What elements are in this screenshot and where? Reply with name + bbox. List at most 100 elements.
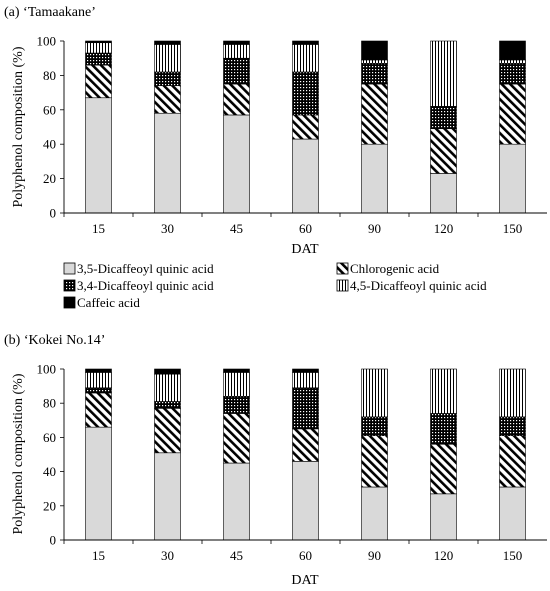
panel-a-bar-35-dcqa-45 — [223, 114, 250, 214]
panel-b-bar-34-dcqa-30 — [154, 401, 181, 409]
panel-a-bar-34-dcqa-150 — [499, 63, 526, 85]
panel-b-bar-34-dcqa-90 — [361, 416, 388, 436]
legend-item-34-dcqa: 3,4-Dicaffeoyl quinic acid — [63, 278, 214, 293]
panel-a-bar-34-dcqa-30 — [154, 71, 181, 87]
panel-a-bar-chlorogenic-150 — [499, 83, 526, 145]
panel-a-bar-34-dcqa-15 — [85, 52, 112, 66]
panel-a-x-axis-label: DAT — [291, 242, 319, 257]
panel-a-y-tick-label: 20 — [43, 171, 56, 186]
panel-a-x-tick-label: 30 — [161, 221, 174, 236]
panel-a-bar-caffeic-30 — [154, 40, 181, 45]
panel-a-bar-35-dcqa-15 — [85, 97, 112, 214]
panel-a-bar-34-dcqa-90 — [361, 63, 388, 85]
panel-b-bar-chlorogenic-30 — [154, 408, 181, 454]
panel-a-bar-caffeic-45 — [223, 40, 250, 45]
legend-item-caffeic: Caffeic acid — [63, 295, 140, 310]
panel-a-bar-35-dcqa-120 — [430, 173, 457, 214]
legend: 3,5-Dicaffeoyl quinic acid Chlorogenic a… — [63, 261, 487, 310]
panel-b-bar-caffeic-60 — [292, 368, 319, 373]
panel-b-x-tick-label: 150 — [503, 548, 523, 563]
panel-b-bar-35-dcqa-90 — [361, 486, 388, 541]
panel-a-title: (a) ‘Tamaakane’ — [4, 5, 96, 20]
panel-a-y-axis-label: Polyphenol composition (%) — [11, 46, 26, 207]
panel-a-x-tick-label: 45 — [230, 221, 243, 236]
panel-b-y-tick-label: 60 — [43, 430, 56, 445]
panel-a-bar-34-dcqa-45 — [223, 57, 250, 85]
panel-b-bar-45-dcqa-45 — [223, 372, 250, 397]
panel-b-x-tick-label: 120 — [434, 548, 454, 563]
panel-b-bar-chlorogenic-120 — [430, 443, 457, 495]
panel-b-y-axis-label: Polyphenol composition (%) — [11, 373, 26, 534]
panel-b-bar-45-dcqa-60 — [292, 372, 319, 389]
legend-item-chlorogenic: Chlorogenic acid — [336, 261, 440, 276]
panel-b-title: (b) ‘Kokei No.14’ — [4, 333, 105, 348]
panel-a-y-tick-label: 0 — [50, 206, 57, 221]
panel-a-bar-45-dcqa-45 — [223, 44, 250, 59]
panel-b-bar-35-dcqa-60 — [292, 461, 319, 541]
panel-b-bar-34-dcqa-15 — [85, 387, 112, 394]
panel-a-bar-caffeic-150 — [499, 40, 526, 61]
legend-label-chlorogenic: Chlorogenic acid — [350, 261, 440, 276]
panel-a-bar-35-dcqa-90 — [361, 143, 388, 214]
panel-b-bar-chlorogenic-150 — [499, 435, 526, 488]
panel-a-bar-45-dcqa-90 — [361, 59, 388, 64]
panel-a-bar-caffeic-60 — [292, 40, 319, 45]
panel-a-y-tick-label: 100 — [37, 34, 57, 49]
panel-a-bar-34-dcqa-60 — [292, 71, 319, 116]
panel-a-bar-caffeic-15 — [85, 40, 112, 44]
panel-b-bar-caffeic-45 — [223, 368, 250, 373]
panel-b-bar-chlorogenic-60 — [292, 428, 319, 462]
legend-label-35-dcqa: 3,5-Dicaffeoyl quinic acid — [77, 261, 214, 276]
panel-b-bar-35-dcqa-150 — [499, 486, 526, 541]
panel-b-bar-35-dcqa-120 — [430, 493, 457, 541]
panel-b-x-tick-label: 15 — [92, 548, 105, 563]
legend-label-caffeic: Caffeic acid — [77, 295, 140, 310]
panel-a-plot: 15 30 45 60 90 120 150 0 20 40 60 80 100 — [37, 34, 547, 236]
panel-a-bar-chlorogenic-60 — [292, 114, 319, 140]
panel-b-plot: 15 30 45 60 90 120 150 0 20 40 60 80 100 — [37, 362, 547, 563]
panel-a-y-tick-label: 60 — [43, 102, 56, 117]
panel-a-bar-35-dcqa-150 — [499, 143, 526, 214]
panel-a-x-tick-label: 60 — [299, 221, 312, 236]
panel-a-bar-chlorogenic-15 — [85, 64, 112, 99]
panel-a-bar-chlorogenic-90 — [361, 83, 388, 145]
panel-b-bar-45-dcqa-90 — [361, 368, 388, 418]
panel-a-bar-chlorogenic-30 — [154, 85, 181, 114]
panel-b-x-tick-label: 45 — [230, 548, 243, 563]
panel-a-bar-35-dcqa-60 — [292, 138, 319, 214]
panel-b-bar-35-dcqa-15 — [85, 426, 112, 541]
panel-b-bar-caffeic-15 — [85, 368, 112, 373]
panel-b-bar-caffeic-30 — [154, 368, 181, 375]
panel-b-bar-34-dcqa-60 — [292, 387, 319, 430]
panel-b-y-tick-label: 80 — [43, 396, 56, 411]
panel-b-x-tick-label: 90 — [368, 548, 381, 563]
panel-b-y-tick-label: 100 — [37, 362, 57, 377]
legend-item-35-dcqa: 3,5-Dicaffeoyl quinic acid — [63, 261, 214, 276]
panel-b-x-axis-label: DAT — [291, 573, 319, 588]
legend-item-45-dcqa: 4,5-Dicaffeoyl quinic acid — [336, 278, 487, 293]
panel-b-bar-chlorogenic-45 — [223, 413, 250, 464]
panel-b-x-tick-label: 60 — [299, 548, 312, 563]
panel-a-x-tick-label: 90 — [368, 221, 381, 236]
panel-b-bar-35-dcqa-30 — [154, 452, 181, 541]
panel-a-bar-chlorogenic-45 — [223, 83, 250, 116]
panel-a-x-tick-label: 150 — [503, 221, 523, 236]
panel-b-y-tick-label: 0 — [50, 533, 57, 548]
panel-b-y-tick-label: 20 — [43, 498, 56, 513]
panel-b-bar-chlorogenic-15 — [85, 392, 112, 428]
panel-b-bar-chlorogenic-90 — [361, 435, 388, 488]
panel-b-bar-34-dcqa-120 — [430, 413, 457, 445]
panel-a-x-tick-label: 15 — [92, 221, 105, 236]
panel-a-bar-45-dcqa-120 — [430, 40, 457, 107]
panel-b-bar-45-dcqa-120 — [430, 368, 457, 414]
panel-b-y-tick-label: 40 — [43, 464, 56, 479]
panel-a-bar-caffeic-90 — [361, 40, 388, 61]
panel-b-bar-35-dcqa-45 — [223, 462, 250, 541]
panel-b-bar-34-dcqa-150 — [499, 416, 526, 436]
panel-b-bar-45-dcqa-15 — [85, 372, 112, 389]
panel-b-bar-34-dcqa-45 — [223, 396, 250, 414]
panel-a-bar-chlorogenic-120 — [430, 128, 457, 174]
legend-label-34-dcqa: 3,4-Dicaffeoyl quinic acid — [77, 278, 214, 293]
panel-a-bar-34-dcqa-120 — [430, 106, 457, 130]
